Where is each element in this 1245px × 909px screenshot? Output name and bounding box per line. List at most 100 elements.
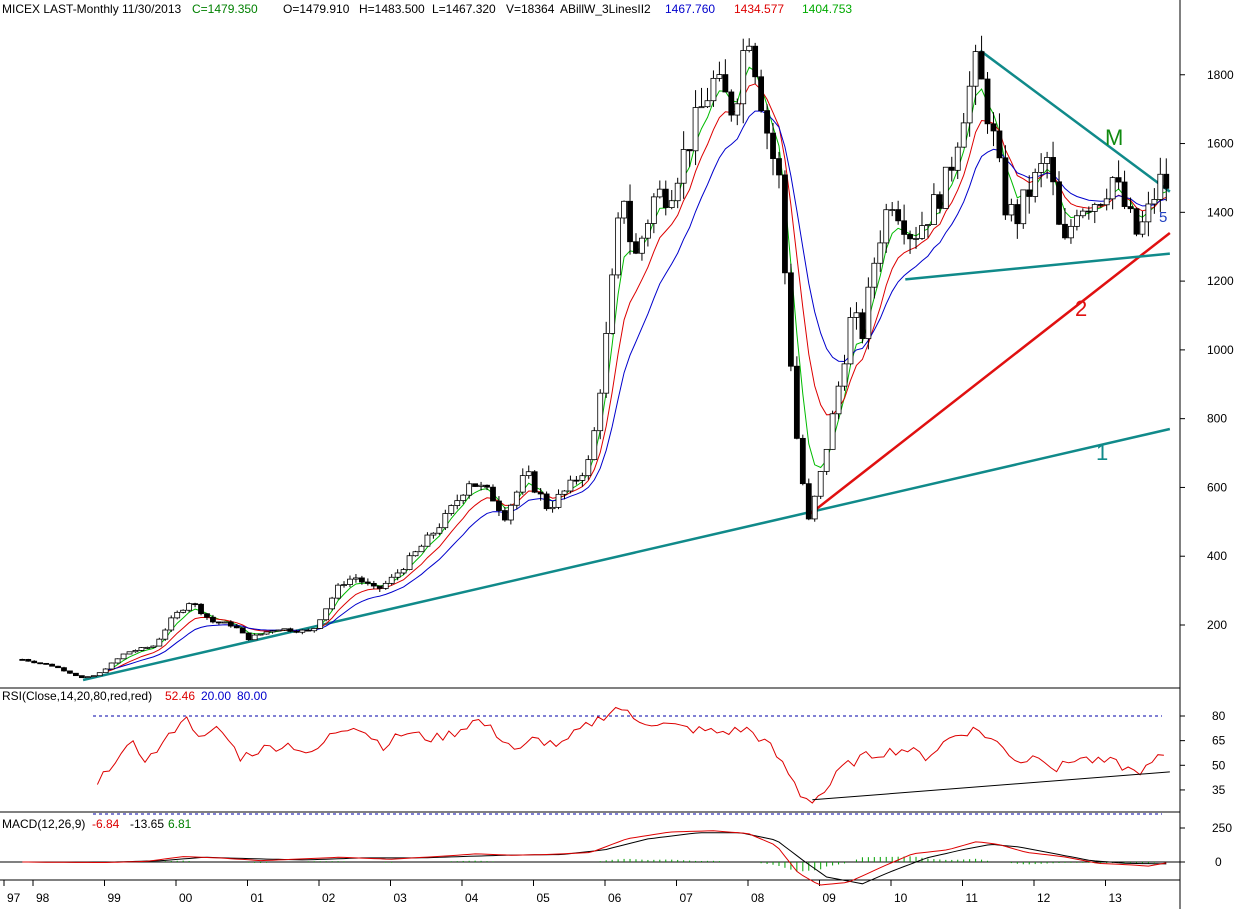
candle-body bbox=[662, 188, 669, 208]
candle-body bbox=[364, 581, 371, 584]
candle-body bbox=[1145, 203, 1152, 223]
candle-body bbox=[579, 475, 586, 481]
candle-body bbox=[788, 272, 794, 367]
candle-body bbox=[84, 676, 91, 679]
candle-body bbox=[805, 483, 812, 520]
candle-body bbox=[353, 577, 359, 580]
rsi-tick-label: 65 bbox=[1212, 734, 1226, 748]
price-tick-label: 200 bbox=[1207, 618, 1227, 632]
candle-body bbox=[221, 621, 228, 624]
candle-body bbox=[120, 653, 127, 660]
candle-body bbox=[460, 494, 467, 502]
candle-body bbox=[931, 194, 937, 225]
macd-pane bbox=[0, 830, 1180, 886]
candle-body bbox=[329, 597, 336, 610]
candle-body bbox=[335, 584, 341, 599]
candle-body bbox=[156, 638, 163, 647]
candle-body bbox=[67, 670, 73, 674]
candle-body bbox=[501, 510, 508, 521]
candle-body bbox=[406, 555, 413, 570]
price-tick-label: 1200 bbox=[1207, 274, 1234, 288]
candle-body bbox=[1056, 181, 1062, 225]
macd-tick-label: 250 bbox=[1212, 821, 1232, 835]
candle-body bbox=[162, 629, 169, 640]
rsi-tick-label: 50 bbox=[1212, 758, 1226, 772]
candle-body bbox=[281, 628, 288, 631]
rsi-line bbox=[96, 706, 1164, 804]
candle-body bbox=[204, 613, 210, 618]
candle-body bbox=[782, 174, 788, 274]
price-tick-label: 1800 bbox=[1207, 68, 1234, 82]
candle-body bbox=[633, 241, 639, 254]
candle-body bbox=[770, 132, 776, 159]
candle-body bbox=[192, 603, 198, 606]
macd-value: -6.84 bbox=[92, 817, 120, 831]
candle-body bbox=[936, 194, 943, 209]
candle-body bbox=[513, 491, 520, 506]
candle-body bbox=[639, 237, 645, 254]
candle-body bbox=[537, 491, 544, 495]
candle-body bbox=[764, 110, 770, 134]
candle-body bbox=[1103, 198, 1110, 206]
candle-body bbox=[799, 437, 806, 485]
candle-body bbox=[1032, 171, 1039, 197]
trend-label-2: 2 bbox=[1075, 296, 1087, 321]
header-ind-red: 1434.577 bbox=[734, 2, 784, 16]
candle-body bbox=[895, 209, 902, 222]
candle-body bbox=[853, 312, 860, 318]
time-tick-label: 04 bbox=[465, 891, 479, 905]
candle-body bbox=[245, 632, 252, 641]
candle-body bbox=[55, 665, 61, 669]
candle-body bbox=[1139, 221, 1146, 235]
candle-body bbox=[484, 484, 490, 488]
candle-body bbox=[430, 532, 437, 536]
candle-body bbox=[1127, 206, 1134, 210]
rsi-low: 20.00 bbox=[201, 689, 231, 703]
candle-body bbox=[597, 392, 604, 432]
candle-body bbox=[710, 77, 717, 102]
macd-line bbox=[22, 830, 1167, 886]
candle-body bbox=[847, 317, 854, 365]
candle-body bbox=[132, 650, 139, 653]
candle-body bbox=[305, 629, 312, 632]
macd-tick-label: 0 bbox=[1215, 855, 1222, 869]
candle-body bbox=[210, 616, 216, 623]
candle-body bbox=[25, 659, 32, 662]
candle-body bbox=[1133, 208, 1140, 235]
candle-body bbox=[1074, 215, 1080, 227]
candle-body bbox=[603, 333, 610, 394]
candle-body bbox=[674, 182, 681, 202]
candle-body bbox=[645, 223, 651, 239]
candle-body bbox=[984, 78, 991, 125]
candle-body bbox=[287, 628, 294, 632]
candle-body bbox=[823, 448, 830, 472]
candle-body bbox=[972, 51, 979, 87]
candle-body bbox=[174, 611, 181, 619]
header-open: O=1479.910 bbox=[283, 2, 350, 16]
mark-5: 5 bbox=[1159, 209, 1167, 226]
candle-body bbox=[73, 672, 79, 677]
candle-body bbox=[549, 506, 556, 510]
time-tick-label: 09 bbox=[823, 891, 837, 905]
candle-body bbox=[394, 572, 401, 578]
rsi-value: 52.46 bbox=[165, 689, 195, 703]
time-tick-label: 98 bbox=[36, 891, 50, 905]
rsi-header: RSI(Close,14,20,80,red,red) 52.46 20.00 … bbox=[2, 689, 267, 703]
candle-body bbox=[1044, 157, 1051, 164]
candle-body bbox=[144, 646, 151, 649]
candle-body bbox=[907, 234, 913, 240]
candle-body bbox=[496, 500, 502, 511]
candle-body bbox=[341, 584, 347, 586]
time-tick-label: 11 bbox=[966, 891, 979, 905]
candle-body bbox=[448, 505, 455, 514]
candle-body bbox=[37, 662, 44, 665]
candle-body bbox=[567, 479, 574, 492]
candle-body bbox=[323, 608, 330, 621]
time-tick-label: 99 bbox=[108, 891, 122, 905]
time-tick-label: 07 bbox=[680, 891, 694, 905]
candle-body bbox=[436, 527, 443, 534]
header-close: C=1479.350 bbox=[192, 2, 258, 16]
candle-body bbox=[1097, 204, 1104, 206]
candle-body bbox=[1121, 181, 1128, 207]
candle-body bbox=[400, 569, 407, 574]
